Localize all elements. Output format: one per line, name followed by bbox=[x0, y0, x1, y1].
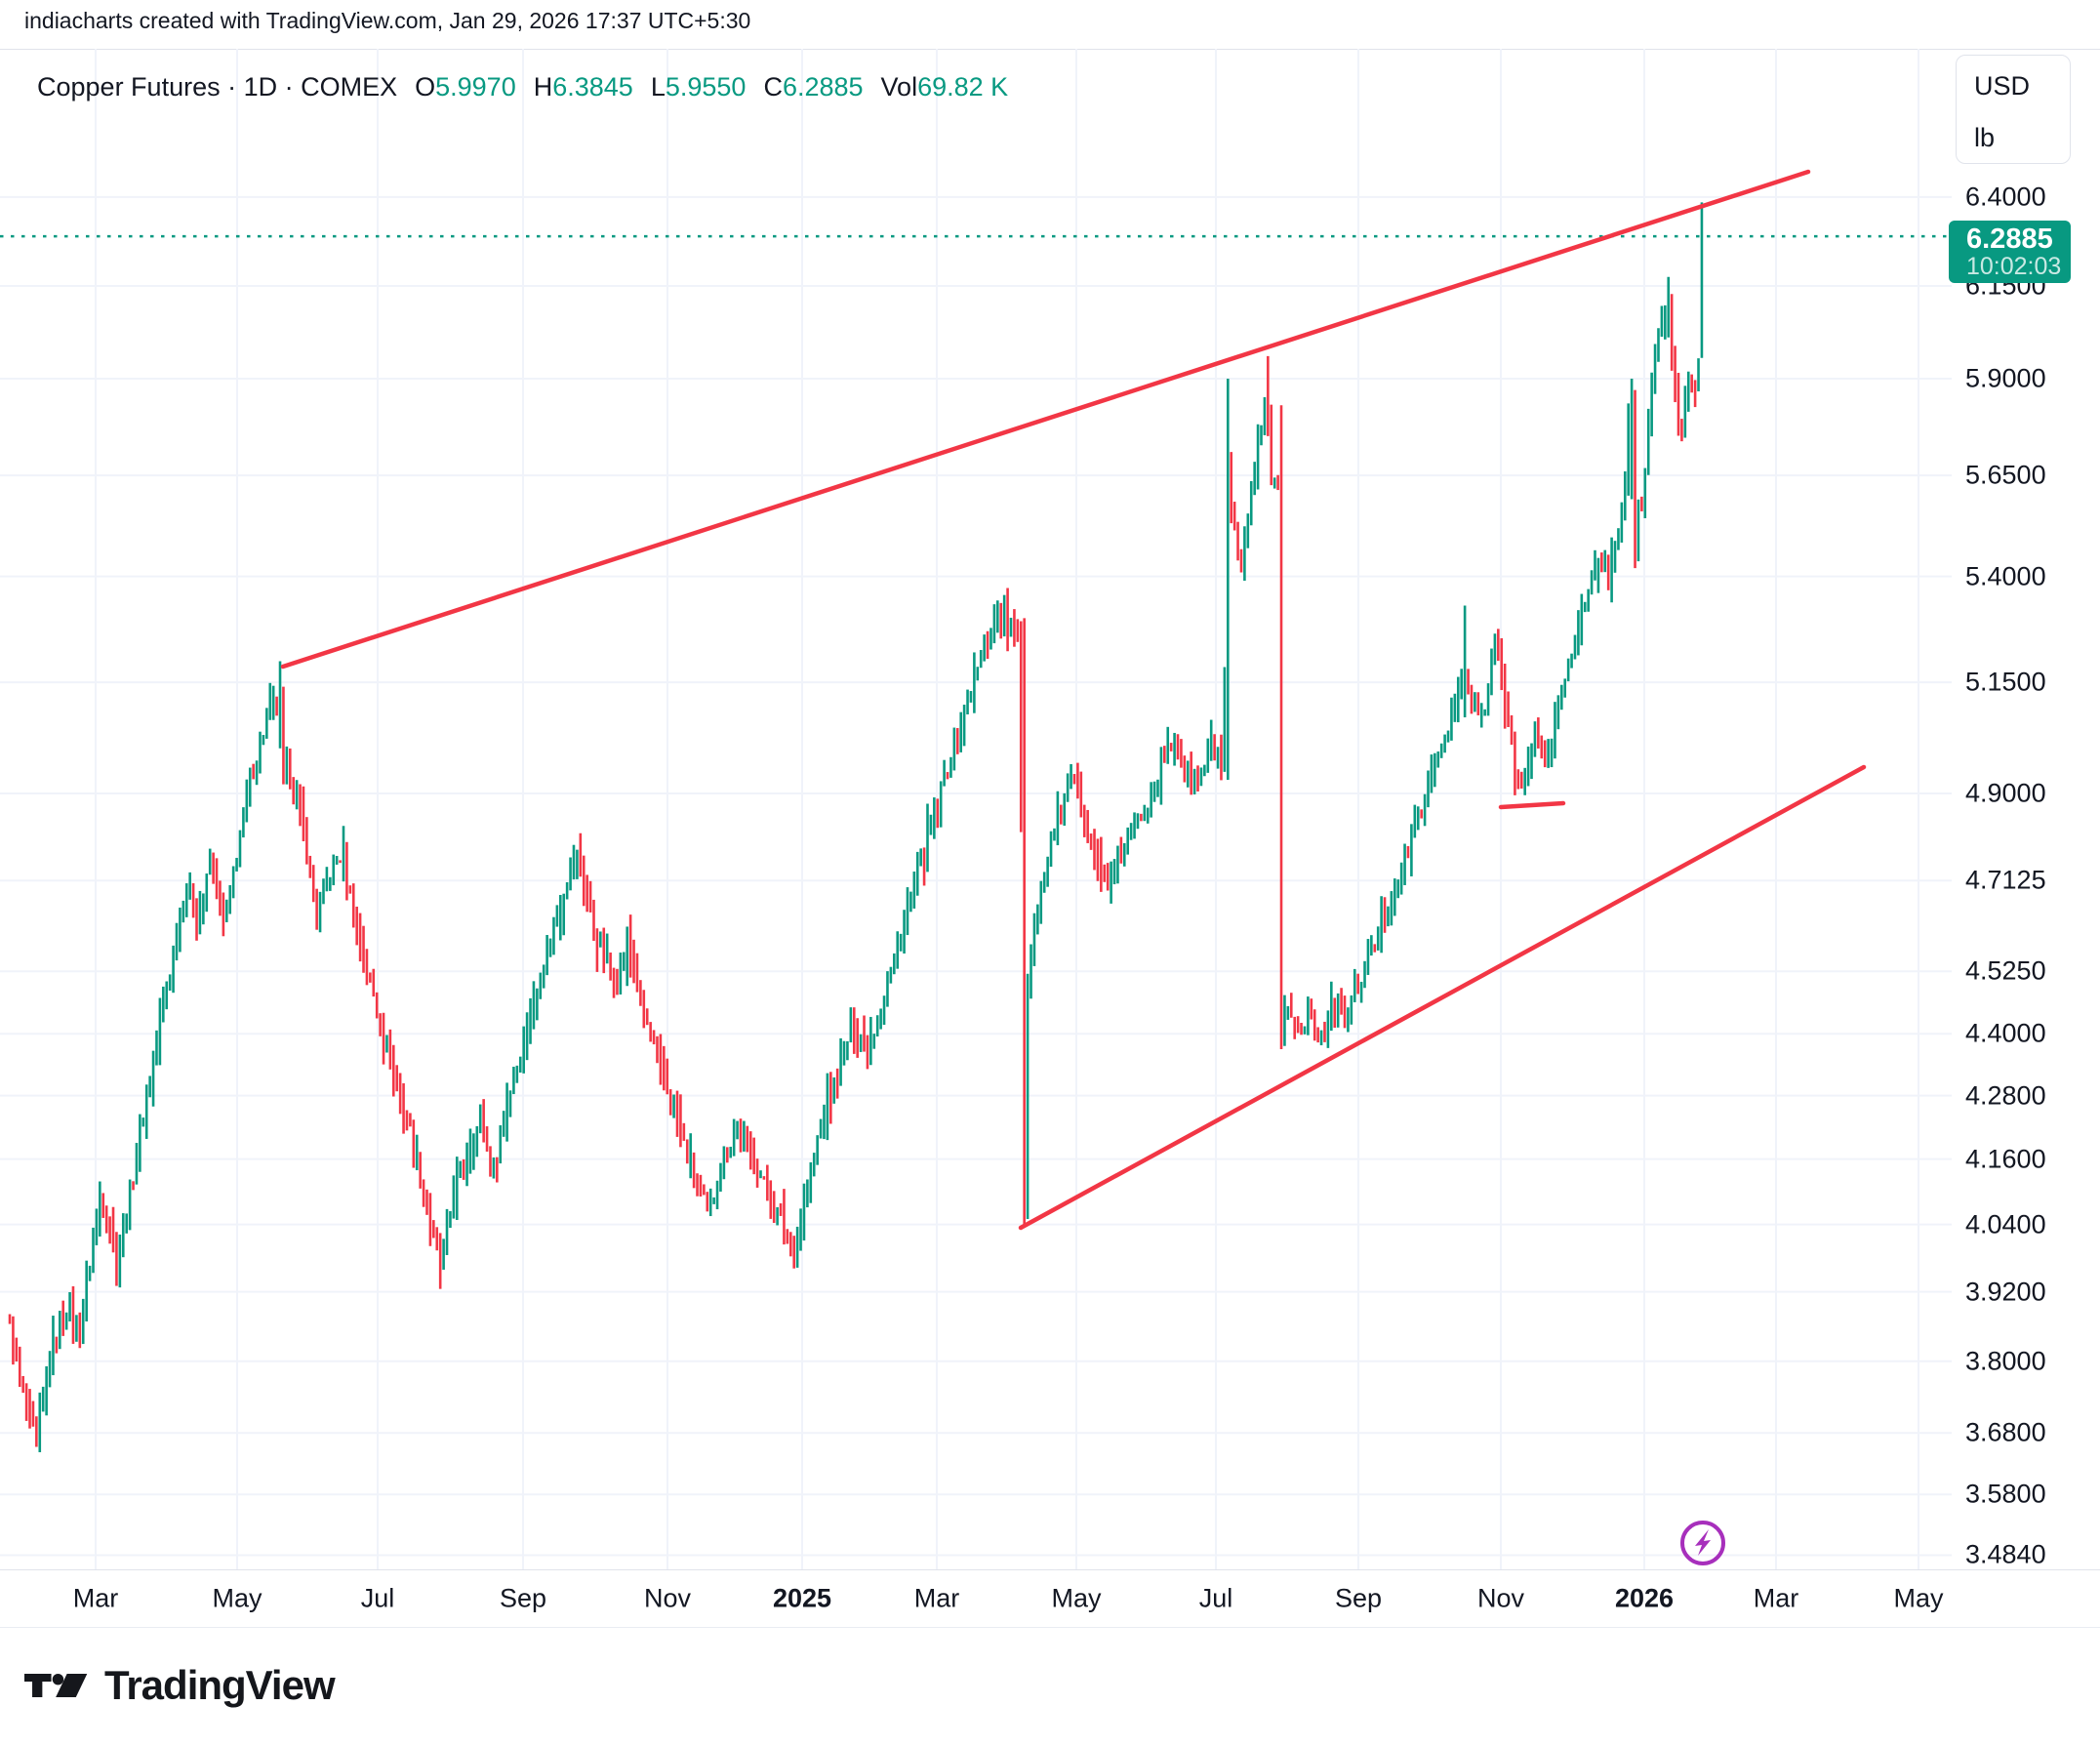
price-tick-label: 5.1500 bbox=[1965, 667, 2046, 697]
price-tick-label: 4.2800 bbox=[1965, 1080, 2046, 1111]
support-segment bbox=[1498, 800, 1566, 810]
time-tick-label: Sep bbox=[1334, 1583, 1383, 1613]
price-tick-label: 5.9000 bbox=[1965, 363, 2046, 393]
price-tick-label: 4.5250 bbox=[1965, 955, 2046, 986]
time-tick-label: Sep bbox=[499, 1583, 547, 1613]
lightning-bolt-icon[interactable] bbox=[1680, 1521, 1725, 1565]
time-tick-label: Nov bbox=[1476, 1583, 1525, 1613]
currency-unit-box[interactable]: USD lb bbox=[1956, 55, 2071, 164]
last-price-tag: 6.2885 10:02:03 bbox=[1949, 221, 2071, 283]
countdown-timer: 10:02:03 bbox=[1966, 253, 2062, 280]
symbol-title[interactable]: Copper Futures · 1D · COMEX bbox=[37, 72, 398, 102]
high-value: 6.3845 bbox=[552, 72, 633, 102]
price-tick-label: 5.6500 bbox=[1965, 460, 2046, 490]
time-tick-label: Nov bbox=[643, 1583, 692, 1613]
tradingview-logo-text: TradingView bbox=[104, 1662, 336, 1708]
price-tick-label: 3.6800 bbox=[1965, 1417, 2046, 1447]
price-tick-label: 3.4840 bbox=[1965, 1539, 2046, 1569]
price-tick-label: 4.9000 bbox=[1965, 778, 2046, 808]
tradingview-logo[interactable]: TradingView bbox=[24, 1662, 336, 1709]
trendline-drawings[interactable] bbox=[280, 169, 1867, 1231]
time-tick-label: May bbox=[212, 1583, 262, 1613]
ohlc-header[interactable]: Copper Futures · 1D · COMEX O 5.9970 H 6… bbox=[37, 72, 1008, 102]
time-tick-label: Mar bbox=[72, 1583, 119, 1613]
volume-value: 69.82 K bbox=[917, 72, 1009, 102]
unit-label: lb bbox=[1974, 123, 1996, 152]
price-tick-label: 4.0400 bbox=[1965, 1209, 2046, 1239]
price-tick-label: 5.4000 bbox=[1965, 561, 2046, 591]
time-tick-label: May bbox=[1051, 1583, 1102, 1613]
time-tick-label: 2025 bbox=[772, 1583, 832, 1613]
low-label: L bbox=[650, 72, 666, 102]
time-scale[interactable]: Mar May Jul Sep Nov 2025 Mar May Jul Sep Nov 2026 Ma… bbox=[0, 1569, 2100, 1628]
open-label: O bbox=[415, 72, 436, 102]
time-tick-label: Jul bbox=[1198, 1583, 1233, 1613]
last-price-value: 6.2885 bbox=[1966, 223, 2053, 255]
time-tick-label: Mar bbox=[1753, 1583, 1799, 1613]
time-tick-label: Mar bbox=[913, 1583, 960, 1613]
trendline-lower-channel bbox=[1018, 764, 1867, 1231]
price-tick-label: 3.8000 bbox=[1965, 1346, 2046, 1376]
grid-lines bbox=[0, 49, 1952, 1569]
time-tick-label: May bbox=[1893, 1583, 1944, 1613]
tradingview-logo-icon bbox=[24, 1673, 88, 1698]
chart-top-border bbox=[0, 49, 2100, 50]
volume-label: Vol bbox=[880, 72, 918, 102]
time-tick-label: 2026 bbox=[1614, 1583, 1675, 1613]
high-label: H bbox=[533, 72, 553, 102]
price-tick-label: 3.5800 bbox=[1965, 1479, 2046, 1509]
price-bars bbox=[8, 202, 1704, 1452]
price-tick-label: 6.4000 bbox=[1965, 182, 2046, 212]
price-tick-label: 4.4000 bbox=[1965, 1018, 2046, 1048]
open-value: 5.9970 bbox=[435, 72, 516, 102]
price-tick-label: 4.7125 bbox=[1965, 865, 2046, 895]
attribution-text: indiacharts created with TradingView.com… bbox=[24, 8, 751, 33]
trendline-upper-channel bbox=[280, 169, 1811, 670]
price-tick-label: 4.1600 bbox=[1965, 1144, 2046, 1174]
close-label: C bbox=[763, 72, 783, 102]
currency-label: USD bbox=[1974, 71, 2031, 101]
time-tick-label: Jul bbox=[360, 1583, 395, 1613]
close-value: 6.2885 bbox=[782, 72, 864, 102]
price-tick-label: 3.9200 bbox=[1965, 1277, 2046, 1307]
low-value: 5.9550 bbox=[665, 72, 747, 102]
